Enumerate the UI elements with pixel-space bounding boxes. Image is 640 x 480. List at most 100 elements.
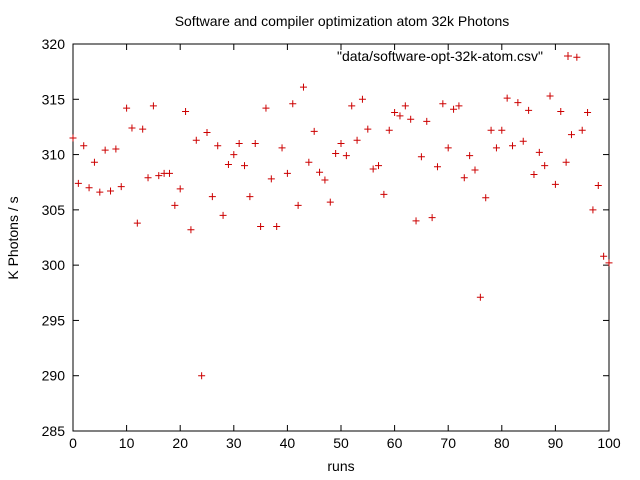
data-point — [241, 162, 249, 170]
data-point — [444, 144, 452, 152]
data-point — [85, 184, 93, 192]
data-point — [246, 193, 254, 201]
data-point — [492, 144, 500, 152]
data-point — [482, 194, 490, 202]
data-point — [294, 201, 302, 209]
plot-frame — [72, 43, 610, 432]
x-axis-ticks: 0 10 20 30 40 50 60 70 80 90 100 — [69, 44, 621, 451]
data-point — [214, 142, 222, 150]
data-point — [198, 372, 206, 380]
data-point — [128, 124, 136, 132]
data-point — [487, 126, 495, 134]
data-point — [262, 104, 270, 112]
data-point — [573, 53, 581, 61]
data-point — [139, 125, 147, 133]
data-point — [428, 214, 436, 222]
x-tick-label: 40 — [280, 435, 296, 451]
data-point — [96, 188, 104, 196]
data-point — [401, 102, 409, 110]
data-point — [203, 128, 211, 136]
data-point — [187, 226, 195, 234]
data-point — [273, 222, 281, 230]
data-point — [439, 100, 447, 108]
legend: "data/software-opt-32k-atom.csv" — [337, 48, 572, 64]
data-point — [182, 107, 190, 115]
data-point — [219, 211, 227, 219]
data-point — [107, 187, 115, 195]
data-point — [525, 106, 533, 114]
y-tick-label: 300 — [42, 257, 66, 273]
data-point — [337, 140, 345, 148]
plot-border — [72, 43, 610, 432]
data-point — [503, 94, 511, 102]
data-point — [364, 125, 372, 133]
data-point — [385, 126, 393, 134]
legend-marker — [564, 52, 572, 60]
data-point — [450, 105, 458, 113]
data-point — [332, 149, 340, 157]
data-point — [289, 100, 297, 108]
data-point — [235, 140, 243, 148]
data-point — [155, 172, 163, 180]
legend-label: "data/software-opt-32k-atom.csv" — [337, 48, 543, 64]
data-point — [375, 162, 383, 170]
data-point — [299, 83, 307, 91]
data-point — [251, 140, 259, 148]
data-point — [391, 109, 399, 117]
data-point — [149, 102, 157, 110]
data-point — [466, 152, 474, 160]
data-point — [600, 252, 608, 260]
data-point — [192, 136, 200, 144]
data-point — [112, 145, 120, 153]
y-tick-label: 320 — [42, 36, 66, 52]
data-point — [69, 134, 77, 142]
data-point — [353, 136, 361, 144]
data-point — [74, 179, 82, 187]
y-tick-label: 290 — [42, 368, 66, 384]
data-point — [455, 102, 463, 110]
data-point — [80, 142, 88, 150]
data-point — [514, 99, 522, 107]
y-tick-label: 315 — [42, 91, 66, 107]
x-axis-label: runs — [327, 458, 354, 474]
data-point — [578, 126, 586, 134]
y-tick-label: 310 — [42, 147, 66, 163]
data-point — [224, 161, 232, 169]
data-point — [208, 193, 216, 201]
data-point — [165, 169, 173, 177]
data-point — [541, 162, 549, 170]
data-point — [471, 166, 479, 174]
x-tick-label: 30 — [226, 435, 242, 451]
data-point — [557, 107, 565, 115]
y-tick-label: 285 — [42, 423, 66, 439]
x-tick-label: 20 — [172, 435, 188, 451]
data-point — [326, 198, 334, 206]
data-point — [230, 151, 238, 159]
data-point — [90, 158, 98, 166]
data-point — [278, 144, 286, 152]
data-point — [509, 142, 517, 150]
data-point — [584, 109, 592, 117]
data-point — [171, 201, 179, 209]
x-tick-label: 80 — [494, 435, 510, 451]
data-point — [305, 158, 313, 166]
y-axis-label: K Photons / s — [5, 196, 21, 279]
data-point — [535, 148, 543, 156]
data-point — [358, 95, 366, 103]
data-point — [546, 92, 554, 100]
data-point — [605, 259, 613, 267]
data-point — [369, 165, 377, 173]
data-point — [176, 185, 184, 193]
x-tick-label: 60 — [387, 435, 403, 451]
x-tick-label: 10 — [119, 435, 135, 451]
data-point — [144, 174, 152, 182]
data-point — [380, 190, 388, 198]
data-point — [321, 176, 329, 184]
data-point — [460, 174, 468, 182]
x-tick-label: 0 — [69, 435, 77, 451]
data-point — [257, 222, 265, 230]
data-point — [310, 127, 318, 135]
x-tick-label: 50 — [333, 435, 349, 451]
data-point — [412, 217, 420, 225]
